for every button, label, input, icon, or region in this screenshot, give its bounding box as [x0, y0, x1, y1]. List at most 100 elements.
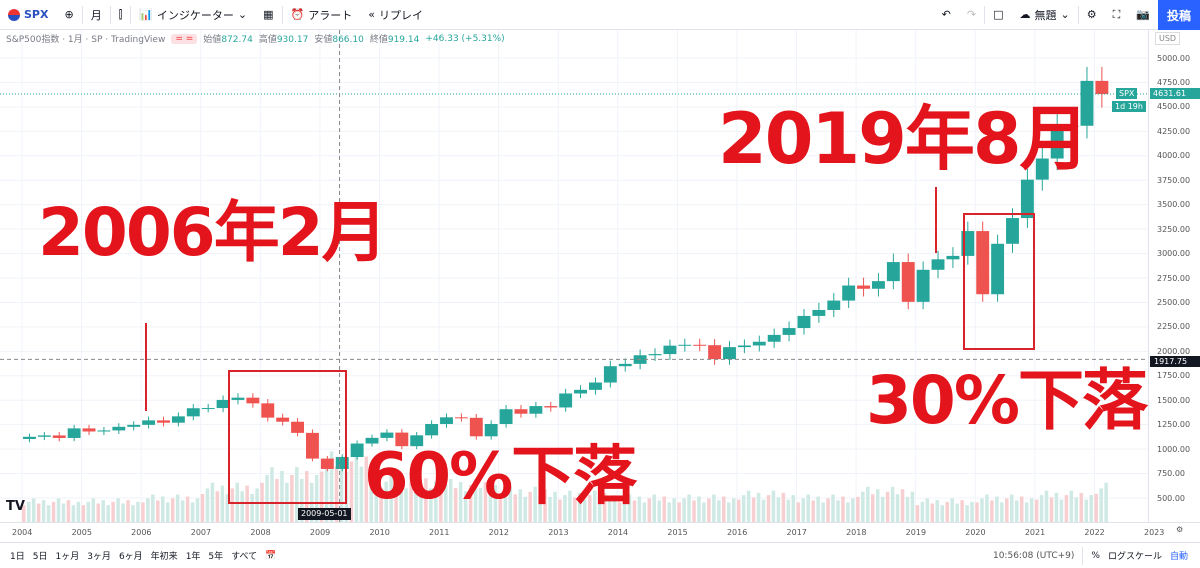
candle: [886, 262, 900, 282]
volume-bar: [1074, 497, 1079, 522]
layout-name-button[interactable]: ☁ 無題 ⌄: [1019, 8, 1070, 22]
volume-bar: [230, 488, 235, 522]
candle: [901, 262, 915, 302]
range-button[interactable]: 3ヶ月: [87, 552, 111, 562]
volume-bar: [106, 505, 110, 522]
volume-bar: [796, 502, 801, 522]
candle: [142, 420, 156, 425]
candle: [276, 417, 290, 422]
volume-bar: [185, 496, 190, 522]
date-range-icon[interactable]: 📅: [265, 550, 277, 561]
time-axis[interactable]: 2004 2005 2006 2007 2008 2009 2010 2011 2012 2013…: [0, 522, 1200, 542]
redo-button[interactable]: ↷: [966, 8, 977, 21]
volume-bar: [518, 489, 522, 522]
volume-bar: [300, 478, 304, 522]
range-button[interactable]: 1日: [10, 552, 25, 562]
range-button[interactable]: 1年: [185, 552, 201, 562]
candle: [797, 315, 811, 329]
range-button[interactable]: 年初来: [150, 552, 178, 562]
range-button[interactable]: 5年: [208, 552, 224, 562]
volume-bar: [131, 505, 135, 522]
fullscreen-layout-button[interactable]: □: [993, 8, 1004, 21]
volume-bar: [444, 485, 448, 522]
auto-scale-toggle[interactable]: 自動: [1169, 552, 1188, 562]
chart-type-button[interactable]: ⫿: [111, 0, 131, 30]
volume-bar: [240, 491, 244, 522]
symbol-button[interactable]: SPX: [0, 0, 56, 30]
candle: [603, 366, 617, 383]
volume-bar: [384, 481, 388, 522]
range-button[interactable]: 6ヶ月: [118, 552, 143, 562]
volume-bar: [121, 503, 125, 522]
tradingview-logo: TV: [6, 499, 25, 514]
price-chart[interactable]: TV: [0, 30, 1148, 522]
volume-bar: [76, 501, 81, 522]
indicators-button[interactable]: 📊 インジケーター ⌄: [139, 8, 248, 22]
candle: [782, 328, 796, 335]
top-toolbar: SPX ⊕ 月 ⫿ 📊 インジケーター ⌄ ▦ ⏰ アラート «リプレイ ↶ ↷ □ …: [0, 0, 1200, 30]
range-button[interactable]: 5日: [32, 552, 48, 562]
price-tick: 3250.00: [1157, 224, 1191, 234]
volume-bar: [632, 500, 637, 522]
volume-bar: [851, 498, 855, 522]
settings-button[interactable]: ⚙: [1079, 0, 1105, 30]
post-button[interactable]: 投稿: [1158, 0, 1200, 30]
candle: [514, 409, 528, 414]
currency-select[interactable]: USD: [1155, 32, 1181, 45]
percent-toggle[interactable]: %: [1091, 550, 1100, 561]
volume-bar: [513, 494, 518, 522]
volume-bar: [771, 490, 776, 522]
plus-circle-icon: ⊕: [64, 8, 74, 21]
alert-button[interactable]: ⏰ アラート: [290, 8, 353, 22]
volume-bar: [1039, 495, 1044, 522]
volume-bar: [528, 491, 532, 522]
volume-bar: [885, 491, 890, 522]
volume-bar: [463, 491, 468, 522]
volume-bar: [672, 498, 676, 522]
candle: [827, 300, 841, 310]
volume-bar: [612, 495, 617, 522]
volume-bar: [543, 489, 547, 522]
volume-bar: [190, 502, 195, 522]
volume-bar: [846, 502, 850, 522]
volume-bar: [900, 489, 905, 522]
candle: [306, 432, 319, 459]
volume-bar: [821, 502, 825, 522]
volume-bar: [1079, 492, 1084, 522]
legend-toggle[interactable]: = =: [171, 33, 198, 44]
undo-button[interactable]: ↶: [941, 8, 951, 21]
snapshot-button[interactable]: 📷: [1128, 0, 1158, 30]
volume-bar: [607, 499, 612, 522]
volume-bar: [736, 499, 741, 522]
price-tick: 1250.00: [1157, 420, 1191, 430]
candle: [946, 255, 960, 260]
volume-bar: [955, 503, 959, 522]
volume-bar: [324, 461, 329, 522]
volume-bar: [925, 498, 930, 522]
volume-bar: [453, 488, 458, 522]
layouts-button[interactable]: ▦: [255, 0, 281, 30]
log-scale-toggle[interactable]: ログスケール: [1107, 552, 1162, 562]
rewind-icon: «: [368, 8, 375, 21]
grid-icon: ▦: [263, 8, 274, 21]
price-axis[interactable]: USD 5000.00 4750.00 4500.00 4250.00 4000.00 3…: [1148, 30, 1200, 522]
volume-bar: [692, 500, 696, 522]
volume-bar: [746, 490, 751, 522]
indicator-icon: 📊: [139, 8, 153, 21]
fullscreen-button[interactable]: ⛶: [1105, 0, 1129, 30]
volume-bar: [741, 495, 746, 522]
replay-button[interactable]: «リプレイ: [368, 8, 423, 22]
volume-bar: [111, 501, 115, 522]
volume-bar: [46, 505, 51, 522]
interval-button[interactable]: 月: [90, 8, 102, 22]
time-tick: 2016: [726, 528, 748, 537]
add-symbol-button[interactable]: ⊕: [56, 0, 81, 30]
volume-bar: [697, 496, 701, 522]
volume-bar: [165, 502, 170, 522]
range-button[interactable]: すべて: [231, 552, 258, 562]
range-button[interactable]: 1ヶ月: [55, 552, 80, 562]
axis-settings-icon[interactable]: ⚙: [1176, 525, 1184, 534]
volume-bar: [722, 496, 726, 522]
volume-bar: [116, 498, 120, 522]
volume-bar: [61, 503, 66, 522]
